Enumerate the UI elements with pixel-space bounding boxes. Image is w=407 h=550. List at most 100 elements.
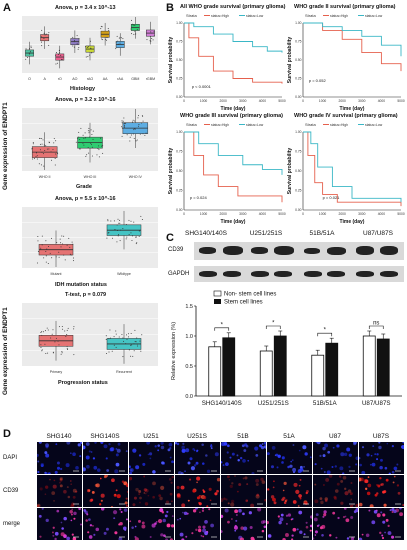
legend-stem-label: Stem cell lines — [224, 300, 263, 306]
bar-category-label: U87/U87S — [362, 400, 391, 407]
svg-text:1000: 1000 — [319, 99, 327, 103]
band-gapdh-2 — [223, 271, 241, 277]
km-ylabel: Survival probability — [168, 148, 174, 195]
micrograph-row-dapi: DAPI — [3, 454, 18, 461]
blot-row-label-gapdh: GAPDH — [168, 271, 190, 277]
micrograph-dapi-shg140s — [82, 442, 128, 474]
legend-stem-swatch — [214, 299, 221, 304]
box-who-iv — [121, 109, 149, 149]
ytick-label: 0.0 — [185, 394, 193, 400]
km-title-grade4: WHO grade IV survival (primary glioma) — [294, 113, 398, 119]
blot-row-label-cd39: CD39 — [168, 247, 184, 253]
progression-boxplot: Primary Recurrent — [22, 303, 158, 374]
legend-high-label: status=High — [211, 14, 229, 18]
significance-mark: * — [324, 328, 327, 334]
box-who-iii — [75, 122, 104, 163]
category-label: WHO III — [84, 175, 97, 179]
svg-text:1.00: 1.00 — [295, 21, 302, 25]
bar-stem-3 — [325, 342, 339, 397]
category-label: Mutant — [51, 272, 62, 276]
micrograph-cd39-u251s — [174, 475, 220, 507]
strata-label: Strata — [305, 122, 316, 127]
legend-low-label: status=Low — [246, 123, 264, 127]
category-label: Primary — [50, 370, 63, 374]
svg-text:0.00: 0.00 — [176, 95, 183, 99]
box-raa — [115, 33, 125, 56]
micrograph-cd39-u87 — [312, 475, 358, 507]
km-curve-low — [184, 131, 283, 175]
relative-expression-barchart: Non- stem cell lines Stem cell lines 0.0 0.… — [171, 290, 402, 407]
blot-gapdh — [194, 266, 404, 282]
legend-nonstem-label: Non- stem cell lines — [224, 292, 276, 298]
bar-category-label: 51B/51A — [313, 400, 338, 407]
svg-text:0.75: 0.75 — [176, 150, 183, 154]
svg-text:0.25: 0.25 — [295, 77, 302, 81]
micrograph-merge-shg140 — [36, 508, 82, 540]
band-gapdh-7 — [356, 271, 374, 277]
panel-label-a: A — [3, 2, 11, 14]
svg-text:0.25: 0.25 — [176, 189, 183, 193]
km-plot-grade2: Strata status=High status=Low 0.00 0.25 0.50 0… — [287, 13, 405, 112]
band-cd39-4 — [274, 246, 294, 255]
micrograph-dapi-u251 — [128, 442, 174, 474]
progression-xlabel: Progression status — [58, 380, 108, 386]
micrograph-cd39-51b — [220, 475, 266, 507]
km-curve-high — [184, 22, 283, 84]
box-rgbm — [146, 21, 155, 45]
svg-text:5000: 5000 — [397, 212, 405, 216]
km-ylabel: Survival probability — [287, 148, 293, 195]
micrograph-merge-u251s — [174, 508, 220, 540]
band-gapdh-4 — [274, 271, 292, 277]
svg-text:0.50: 0.50 — [295, 169, 302, 173]
km-pvalue: p = 0.024 — [190, 195, 208, 200]
micrograph-column-u87: U87 — [329, 433, 341, 440]
box-rao — [84, 37, 95, 61]
category-label: rAA — [117, 77, 124, 81]
box-mutant — [36, 230, 75, 267]
svg-text:0: 0 — [183, 99, 185, 103]
km-ylabel: Survival probability — [287, 37, 293, 84]
micrograph-merge-u87s — [358, 508, 404, 540]
svg-text:1000: 1000 — [200, 99, 208, 103]
category-label: Recurrent — [116, 370, 132, 374]
grade-boxplot: WHO II WHO III WHO IV — [22, 108, 158, 179]
legend-low-label: status=Low — [365, 14, 383, 18]
svg-text:0.00: 0.00 — [295, 95, 302, 99]
panel-label-b: B — [166, 2, 174, 14]
significance-mark: * — [221, 322, 224, 328]
panel-a: Gene expression of ENDPT1 Gene expressio… — [0, 0, 166, 425]
km-curve-low — [303, 131, 402, 203]
km-title-grade2: WHO grade II survival (primary glioma) — [294, 4, 396, 10]
strata-label: Strata — [305, 13, 316, 18]
micrograph-column-u251s: U251S — [187, 433, 207, 440]
panel-label-c: C — [166, 232, 174, 244]
svg-text:0.50: 0.50 — [176, 58, 183, 62]
svg-text:3000: 3000 — [358, 212, 366, 216]
svg-text:0.00: 0.00 — [176, 208, 183, 212]
histology-xlabel: Histology — [70, 86, 96, 92]
blot-group-2: U251/251S — [249, 230, 283, 237]
svg-text:1000: 1000 — [319, 212, 327, 216]
panel-a-ylabel-upper: Gene expression of ENDPT1 — [2, 102, 9, 190]
category-label: O — [28, 77, 31, 81]
micrograph-dapi-u87s — [358, 442, 404, 474]
micrograph-cd39-u251 — [128, 475, 174, 507]
svg-text:0.75: 0.75 — [295, 150, 302, 154]
km-xlabel: Time (day) — [340, 219, 365, 225]
band-gapdh-6 — [327, 271, 345, 277]
panel-d: SHG140 SHG140S U251 U251S 51B 51A U87 U87S DAPI C… — [0, 428, 407, 550]
micrograph-column-shg140: SHG140 — [46, 433, 72, 440]
micrograph-cd39-shg140 — [36, 475, 82, 507]
category-label: rO — [58, 77, 62, 81]
svg-text:2000: 2000 — [220, 99, 228, 103]
micrograph-merge-51b — [220, 508, 266, 540]
bar-nonstem-1 — [208, 346, 222, 397]
bar-stem-2 — [273, 335, 287, 397]
category-label: AO — [72, 77, 77, 81]
micrograph-merge-shg140s — [82, 508, 128, 540]
svg-text:0.00: 0.00 — [295, 208, 302, 212]
panel-a-ylabel-lower: Gene expression of ENDPT1 — [2, 307, 9, 395]
panel-c: SHG140/140S U251/251S 51B/51A U87/U87S C… — [166, 230, 407, 425]
km-curve-high — [303, 22, 402, 72]
svg-text:2000: 2000 — [339, 212, 347, 216]
